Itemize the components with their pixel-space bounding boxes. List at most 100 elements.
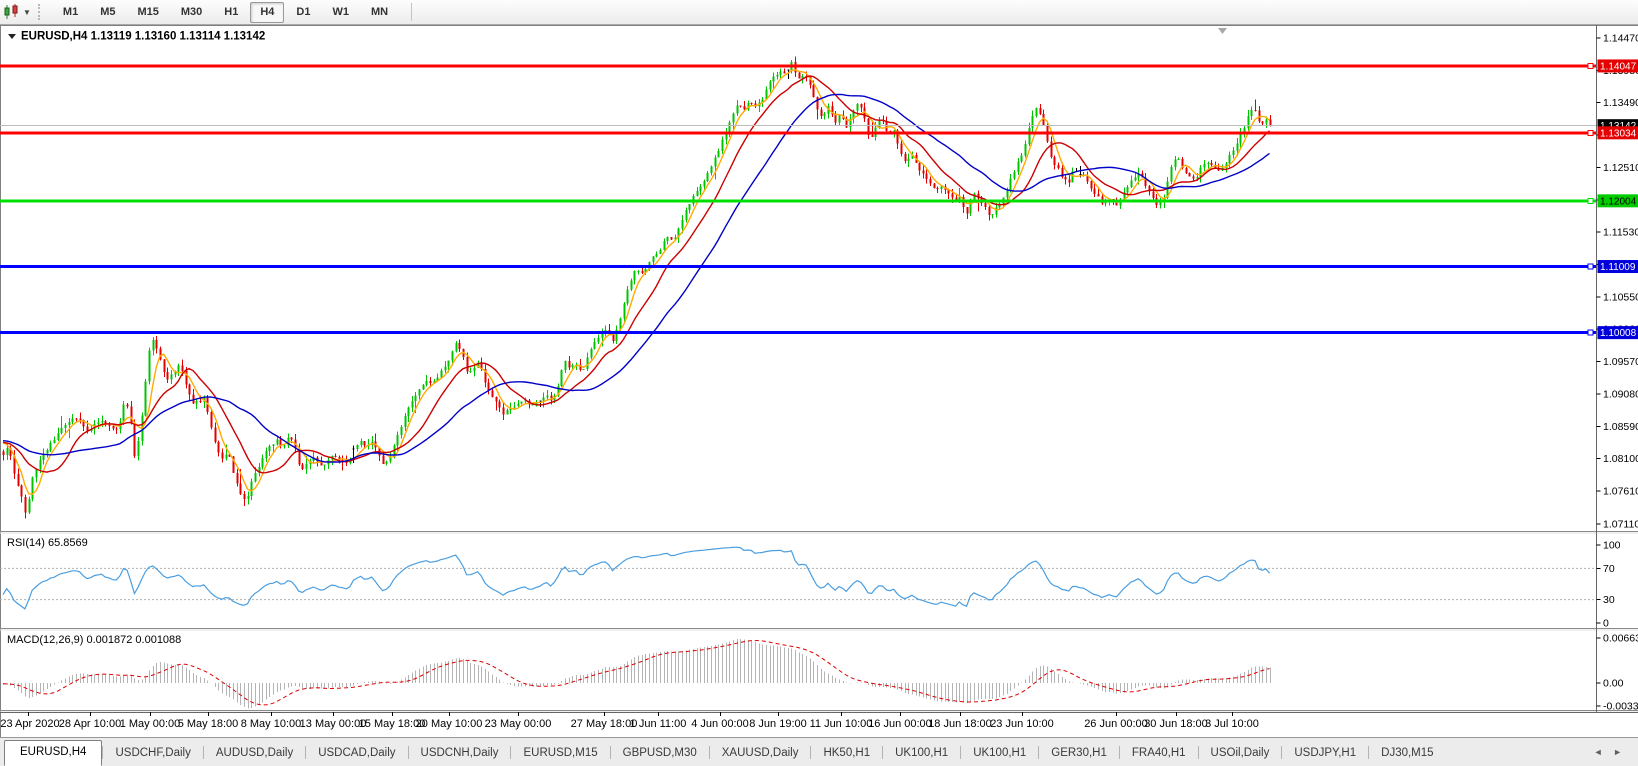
rsi-axis: 100 70 30 0 [1596, 540, 1621, 630]
tab-hk50-h1[interactable]: HK50,H1 [823, 747, 871, 759]
tab-audusd-daily[interactable]: AUDUSD,Daily [215, 747, 294, 759]
svg-text:8 May 10:00: 8 May 10:00 [241, 718, 302, 730]
timeframe-button-m15[interactable]: M15 [137, 5, 159, 18]
tab-separator [1038, 745, 1040, 759]
tab-separator [1368, 745, 1370, 759]
ma-fast-line [2, 69, 1270, 496]
svg-text:1.09570: 1.09570 [1603, 356, 1638, 368]
rsi-line [2, 546, 1270, 610]
svg-text:0.00: 0.00 [1603, 678, 1624, 690]
svg-text:15 May 18:00: 15 May 18:00 [359, 718, 426, 730]
svg-text:16 Jun 00:00: 16 Jun 00:00 [868, 718, 932, 730]
tab-uk100-h1[interactable]: UK100,H1 [895, 747, 949, 759]
tab-eurusd-m15[interactable]: EURUSD,M15 [523, 747, 598, 759]
tab-xauusd-daily[interactable]: XAUUSD,Daily [721, 747, 799, 759]
hline-handle[interactable] [1587, 197, 1594, 204]
svg-text:28 Apr 10:00: 28 Apr 10:00 [59, 718, 121, 730]
tab-usdjpy-h1[interactable]: USDJPY,H1 [1294, 747, 1357, 759]
tab-usdchf-daily[interactable]: USDCHF,Daily [115, 747, 191, 759]
svg-text:26 Jun 00:00: 26 Jun 00:00 [1084, 718, 1148, 730]
tab-separator [305, 745, 307, 759]
price-badge [1597, 326, 1638, 340]
tab-fra40-h1[interactable]: FRA40,H1 [1131, 747, 1186, 759]
svg-text:18 Jun 18:00: 18 Jun 18:00 [928, 718, 992, 730]
svg-text:1.08590: 1.08590 [1603, 421, 1638, 433]
timeframe-button-h4[interactable]: H4 [250, 1, 285, 23]
svg-text:4 Jun 00:00: 4 Jun 00:00 [691, 718, 749, 730]
tab-separator [102, 745, 104, 759]
tab-eurusd-h4[interactable]: EURUSD,H4 [4, 740, 103, 766]
price-badge [1597, 260, 1638, 274]
symbol-dropdown-icon[interactable] [8, 34, 16, 39]
chart-type-icon[interactable] [2, 4, 22, 20]
hline-handle[interactable] [1587, 62, 1594, 69]
svg-text:1.11530: 1.11530 [1603, 227, 1638, 239]
svg-text:11 Jun 10:00: 11 Jun 10:00 [810, 718, 873, 730]
svg-text:70: 70 [1603, 563, 1615, 575]
timeframe-button-m1[interactable]: M1 [62, 5, 79, 18]
svg-text:1 May 00:00: 1 May 00:00 [120, 718, 181, 730]
svg-text:1.14470: 1.14470 [1603, 33, 1638, 45]
svg-text:-0.00339: -0.00339 [1603, 701, 1638, 713]
tab-separator [1281, 745, 1283, 759]
tab-separator [609, 745, 611, 759]
hline-handle[interactable] [1587, 263, 1594, 270]
chart-shift-marker-icon [1218, 28, 1227, 34]
svg-text:0.006633: 0.006633 [1603, 632, 1638, 644]
timeframe-toolbar: ▼ M1 M5 M15 M30 H1 H4 D1 W1 MN [0, 0, 1638, 25]
svg-text:5 May 18:00: 5 May 18:00 [178, 718, 239, 730]
price-badge [1597, 59, 1638, 73]
timeframe-button-mn[interactable]: MN [370, 5, 389, 18]
svg-text:1 Jun 11:00: 1 Jun 11:00 [630, 718, 687, 730]
macd-label: MACD(12,26,9) 0.001872 0.001088 [7, 634, 181, 646]
timeframe-button-m5[interactable]: M5 [100, 5, 116, 18]
timeframe-button-m30[interactable]: M30 [180, 5, 203, 18]
tab-dj30-m15[interactable]: DJ30,M15 [1381, 747, 1434, 759]
tab-scroll-arrows: ◄ ► [1586, 747, 1622, 757]
rsi-label: RSI(14) 65.8569 [7, 537, 88, 549]
svg-text:23 May 00:00: 23 May 00:00 [485, 718, 552, 730]
svg-text:30: 30 [1603, 594, 1615, 606]
price-badge [1597, 126, 1638, 140]
svg-text:1.07610: 1.07610 [1603, 485, 1638, 497]
timeframe-button-h1[interactable]: H1 [224, 5, 239, 18]
tab-gbpusd-m30[interactable]: GBPUSD,M30 [622, 747, 697, 759]
svg-text:1.07110: 1.07110 [1603, 518, 1638, 530]
tab-separator [708, 745, 710, 759]
tab-uk100-h1[interactable]: UK100,H1 [973, 747, 1027, 759]
timeframe-buttons: M1 M5 M15 M30 H1 H4 D1 W1 MN [52, 1, 399, 23]
svg-text:1.12510: 1.12510 [1603, 162, 1638, 174]
rsi-pane [0, 546, 1596, 610]
price-badge-label: 1.12004 [1600, 196, 1637, 207]
svg-text:27 May 18:00: 27 May 18:00 [571, 718, 638, 730]
tab-scroll-left-icon[interactable]: ◄ [1593, 747, 1603, 757]
svg-text:30 Jun 18:00: 30 Jun 18:00 [1144, 718, 1208, 730]
timeframe-button-w1[interactable]: W1 [332, 5, 349, 18]
timeframe-button-d1[interactable]: D1 [296, 5, 311, 18]
tab-ger30-h1[interactable]: GER30,H1 [1051, 747, 1107, 759]
price-badge-label: 1.13034 [1600, 128, 1637, 139]
chart-tabs: EURUSD,H4 USDCHF,Daily AUDUSD,Daily USDCAD,… [0, 738, 1446, 766]
toolbar-grip [37, 4, 44, 20]
tab-usdcnh-daily[interactable]: USDCNH,Daily [420, 747, 499, 759]
svg-text:8 Jun 19:00: 8 Jun 19:00 [749, 718, 807, 730]
price-badge [1597, 194, 1638, 208]
svg-text:1.13490: 1.13490 [1603, 97, 1638, 109]
tab-separator [510, 745, 512, 759]
svg-text:23 Jun 10:00: 23 Jun 10:00 [990, 718, 1054, 730]
main-pane [2, 56, 1272, 519]
hline-handle[interactable] [1587, 129, 1594, 136]
tab-scroll-right-icon[interactable]: ► [1613, 747, 1622, 757]
tab-separator [882, 745, 884, 759]
chart-title: EURUSD,H4 1.13119 1.13160 1.13114 1.1314… [8, 31, 265, 43]
chart-type-dropdown-icon[interactable]: ▼ [23, 7, 31, 17]
price-badge-label: 1.11009 [1600, 262, 1636, 273]
tab-separator [1118, 745, 1120, 759]
tab-usdcad-daily[interactable]: USDCAD,Daily [318, 747, 396, 759]
hline-handle[interactable] [1587, 329, 1594, 336]
horizontal-levels [0, 62, 1596, 336]
tab-separator [810, 745, 812, 759]
tab-usoil-daily[interactable]: USOil,Daily [1210, 747, 1270, 759]
tab-separator [202, 745, 204, 759]
price-chart: 1.144701.139801.134901.130001.125101.120… [0, 25, 1638, 737]
